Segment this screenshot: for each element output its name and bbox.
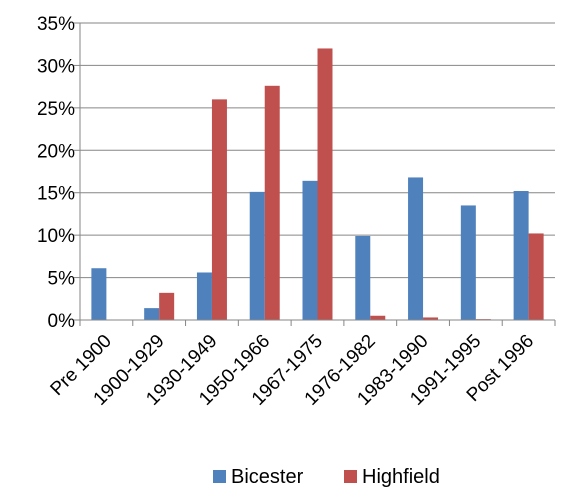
- bar-bicester-5: [302, 180, 318, 320]
- axes: [74, 22, 556, 326]
- x-tick-labels: Pre 19001900-19291930-19491950-19661967-…: [47, 331, 539, 410]
- bar-bicester-4: [249, 191, 265, 320]
- legend-label-bicester: Bicester: [231, 466, 304, 488]
- bar-highfield-2: [159, 292, 175, 320]
- legend-swatch-highfield: [344, 470, 357, 483]
- y-tick-label: 25%: [37, 99, 75, 120]
- bar-highfield-5: [317, 48, 333, 320]
- bar-bicester-1: [91, 268, 107, 320]
- bar-bicester-2: [144, 308, 160, 320]
- bar-bicester-8: [460, 205, 476, 320]
- y-tick-label: 10%: [37, 226, 75, 247]
- legend: Bicester Highfield: [213, 466, 440, 488]
- bar-highfield-6: [370, 315, 386, 320]
- y-tick-label: 35%: [37, 14, 75, 35]
- bar-highfield-9: [528, 233, 544, 320]
- legend-label-highfield: Highfield: [362, 466, 440, 488]
- y-tick-label: 30%: [37, 56, 75, 77]
- y-tick-label: 0%: [48, 311, 76, 332]
- y-tick-label: 15%: [37, 184, 75, 205]
- bar-bicester-3: [196, 272, 212, 320]
- bars: [91, 48, 544, 321]
- y-tick-labels: 0% 5% 10% 15% 20% 25% 30% 35%: [37, 14, 75, 332]
- bar-highfield-7: [423, 317, 439, 320]
- y-tick-label: 20%: [37, 141, 75, 162]
- bar-bicester-7: [408, 177, 424, 320]
- legend-swatch-bicester: [213, 470, 226, 483]
- y-tick-label: 5%: [48, 269, 76, 290]
- bar-bicester-6: [355, 235, 371, 320]
- bar-highfield-4: [264, 85, 280, 321]
- bar-bicester-9: [513, 191, 529, 320]
- bar-highfield-3: [211, 99, 227, 320]
